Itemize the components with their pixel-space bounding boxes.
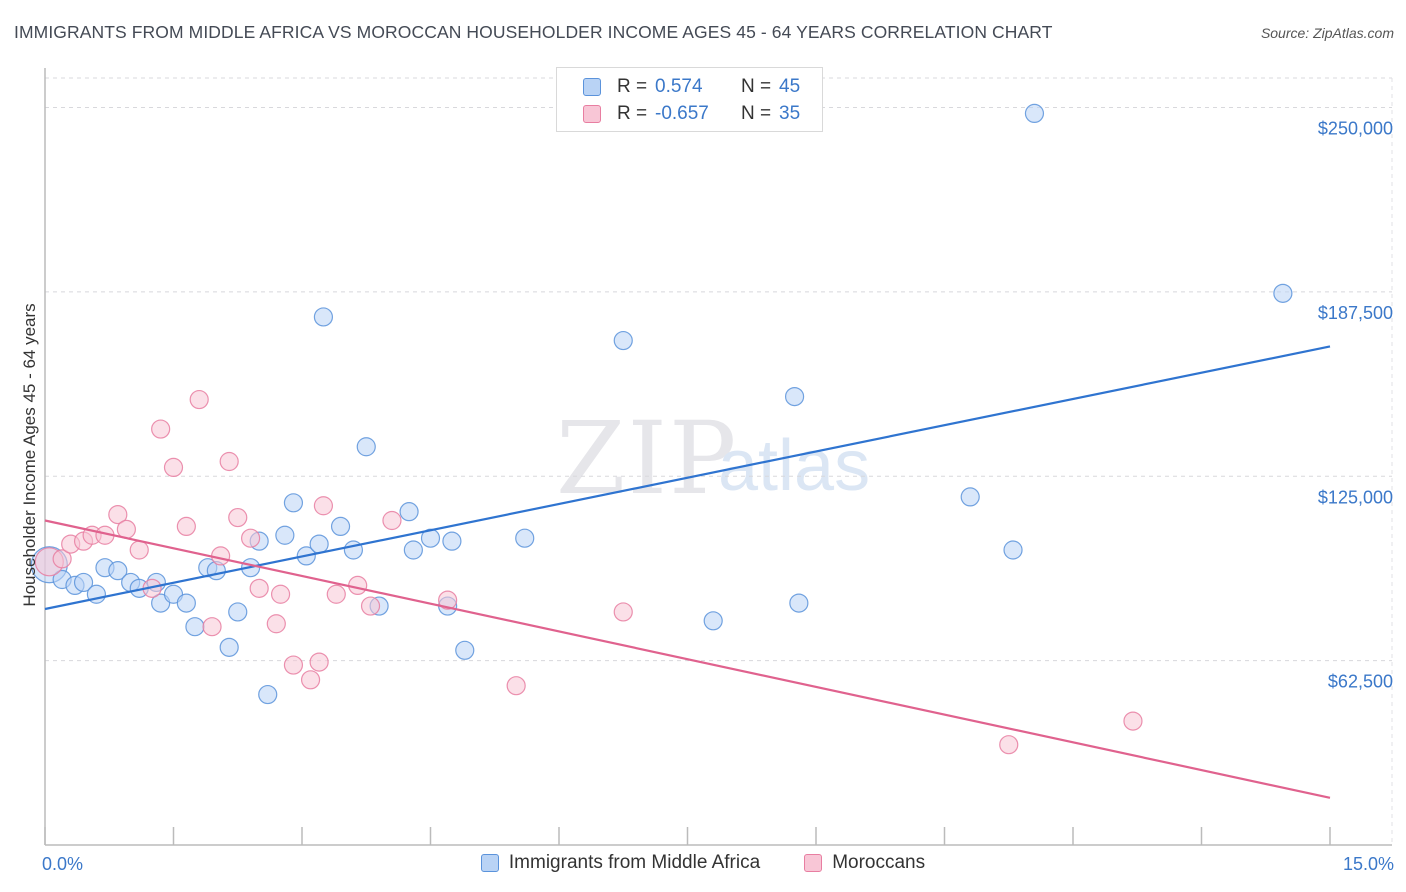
chart-title: IMMIGRANTS FROM MIDDLE AFRICA VS MOROCCA…: [14, 22, 1053, 42]
data-point: [613, 602, 633, 622]
legend-label-africa: Immigrants from Middle Africa: [508, 852, 761, 873]
data-point: [784, 387, 805, 407]
data-point: [176, 516, 196, 537]
data-point: [185, 617, 205, 637]
legend-row-africa: R = 0.574 N = 45: [583, 75, 800, 99]
correlation-legend: R = 0.574 N = 45 R = -0.657 N = 35: [556, 67, 823, 132]
data-point: [382, 510, 402, 531]
data-point: [73, 572, 94, 593]
data-point: [1123, 711, 1143, 731]
data-point: [129, 540, 149, 560]
data-point: [309, 534, 329, 554]
x-tick-label: 15.0%: [1343, 854, 1394, 874]
data-point: [189, 389, 209, 410]
blue-swatch-icon: [583, 78, 601, 96]
r-value: 0.574: [655, 76, 703, 97]
y-tick-label: $250,000: [1318, 119, 1393, 139]
trend-line: [44, 345, 1331, 611]
data-point: [258, 684, 278, 705]
data-point: [108, 504, 128, 525]
data-point: [283, 655, 304, 675]
axes: [44, 68, 1392, 846]
n-label: N =: [741, 76, 772, 97]
data-point: [1024, 103, 1045, 124]
axis-labels: $62,500 $125,000 $187,500 $250,000 0.0% 15.0%…: [20, 119, 1394, 875]
data-point: [999, 735, 1019, 755]
data-point: [219, 637, 239, 657]
data-point: [52, 549, 72, 569]
gridlines: [45, 77, 1393, 845]
r-value: -0.657: [655, 103, 709, 124]
data-point: [313, 307, 334, 327]
data-point: [309, 652, 329, 672]
y-tick-label: $125,000: [1318, 487, 1393, 507]
data-point: [266, 614, 286, 634]
r-label: R =: [617, 76, 648, 97]
data-point: [275, 525, 295, 545]
data-point: [438, 590, 458, 610]
data-point: [960, 487, 980, 507]
data-point: [330, 516, 351, 537]
data-point: [249, 578, 269, 598]
data-point: [1003, 540, 1023, 560]
data-point: [703, 611, 723, 631]
x-tick-label: 0.0%: [42, 854, 83, 874]
data-point: [228, 507, 248, 528]
blue-swatch-icon: [480, 854, 499, 872]
r-label: R =: [617, 103, 648, 124]
data-point: [442, 531, 462, 551]
data-point: [219, 451, 239, 472]
data-point: [151, 419, 171, 439]
data-points: [30, 103, 1293, 755]
pink-swatch-icon: [583, 105, 601, 123]
source-label: Source: ZipAtlas.com: [1260, 25, 1394, 41]
y-tick-label: $187,500: [1318, 303, 1393, 323]
data-point: [283, 493, 304, 513]
y-axis-label: Householder Income Ages 45 - 64 years: [20, 303, 39, 606]
data-point: [313, 496, 334, 516]
data-point: [176, 593, 196, 613]
trend-lines: [44, 345, 1331, 799]
data-point: [300, 670, 321, 690]
n-value: 45: [779, 76, 801, 97]
legend-item-moroccans: Moroccans: [804, 852, 925, 874]
data-point: [202, 617, 222, 637]
y-tick-label: $62,500: [1328, 672, 1393, 692]
data-point: [399, 502, 419, 522]
data-point: [356, 437, 376, 457]
trend-line: [44, 519, 1331, 799]
data-point: [515, 528, 535, 548]
n-label: N =: [741, 103, 772, 124]
data-point: [348, 575, 368, 596]
data-point: [613, 330, 633, 351]
pink-swatch-icon: [804, 854, 823, 872]
data-point: [403, 540, 423, 560]
data-point: [455, 640, 475, 660]
data-point: [789, 593, 809, 613]
legend-row-moroccans: R = -0.657 N = 35: [583, 102, 800, 126]
data-point: [163, 457, 184, 477]
data-point: [108, 561, 128, 581]
data-point: [1273, 283, 1293, 303]
data-point: [326, 584, 346, 604]
legend-item-africa: Immigrants from Middle Africa: [480, 852, 761, 874]
data-point: [360, 596, 381, 616]
data-point: [506, 676, 526, 696]
data-point: [270, 584, 291, 604]
n-value: 35: [779, 103, 801, 124]
data-point: [211, 546, 231, 566]
data-point: [228, 602, 248, 622]
series-legend: Immigrants from Middle Africa Moroccans: [0, 852, 1406, 874]
data-point: [241, 528, 261, 548]
legend-label-moroccans: Moroccans: [832, 852, 926, 873]
